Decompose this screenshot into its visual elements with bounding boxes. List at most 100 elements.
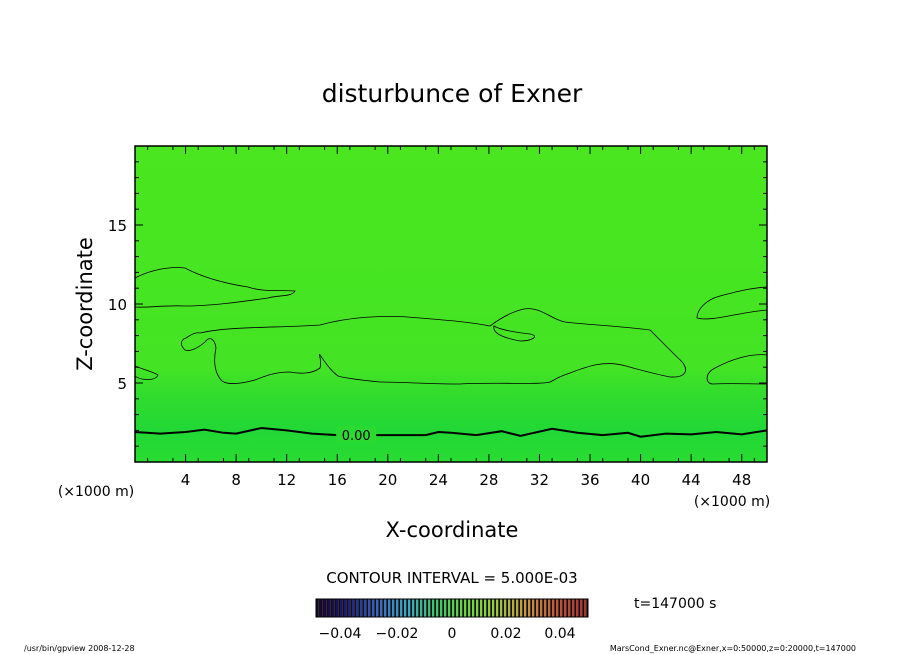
colorbar-separator xyxy=(382,599,384,617)
colorbar-cell xyxy=(548,599,551,617)
colorbar-separator xyxy=(386,599,388,617)
x-tick-label: 4 xyxy=(181,471,191,489)
colorbar-cell xyxy=(336,599,339,617)
zero-contour-line xyxy=(134,426,768,438)
colorbar-separator xyxy=(478,599,480,617)
colorbar-cell xyxy=(432,599,435,617)
time-label: t=147000 s xyxy=(634,596,716,612)
colorbar-cell xyxy=(348,599,351,617)
colorbar-cell xyxy=(372,599,375,617)
colorbar-separator xyxy=(518,599,520,617)
colorbar-cell xyxy=(568,599,571,617)
colorbar-cell xyxy=(396,599,399,617)
x-tick-label: 40 xyxy=(631,471,650,489)
colorbar-separator xyxy=(346,599,348,617)
colorbar-frame xyxy=(315,598,589,618)
colorbar-cell xyxy=(572,599,575,617)
colorbar-separator xyxy=(550,599,552,617)
colorbar-cell xyxy=(440,599,443,617)
colorbar-cell xyxy=(456,599,459,617)
x-tick-label: 16 xyxy=(328,471,347,489)
colorbar-separator xyxy=(538,599,540,617)
y-tick-label: 5 xyxy=(117,375,127,393)
x-tick-label: 8 xyxy=(231,471,241,489)
colorbar-cell xyxy=(380,599,383,617)
colorbar-cell xyxy=(460,599,463,617)
colorbar-separator xyxy=(498,599,500,617)
colorbar-cell xyxy=(428,599,431,617)
colorbar-tick-label: 0.02 xyxy=(490,626,521,642)
contour-upper-left xyxy=(134,267,296,308)
colorbar-separator xyxy=(418,599,420,617)
x-tick-label: 36 xyxy=(580,471,599,489)
colorbar-separator xyxy=(546,599,548,617)
colorbar-separator xyxy=(510,599,512,617)
x-tick-label: 20 xyxy=(378,471,397,489)
colorbar-separator xyxy=(450,599,452,617)
colorbar-cell xyxy=(356,599,359,617)
colorbar-separator xyxy=(430,599,432,617)
colorbar-cell xyxy=(400,599,403,617)
colorbar-cell xyxy=(384,599,387,617)
colorbar-separator xyxy=(446,599,448,617)
y-axis-unit: (×1000 m) xyxy=(58,484,134,500)
colorbar-cell xyxy=(332,599,335,617)
zero-contour-label: 0.00 xyxy=(342,429,371,444)
colorbar-separator xyxy=(422,599,424,617)
colorbar-separator xyxy=(470,599,472,617)
colorbar-tick-label: 0.04 xyxy=(544,626,575,642)
colorbar-separator xyxy=(570,599,572,617)
colorbar-separator xyxy=(350,599,352,617)
colorbar-cell xyxy=(528,599,531,617)
colorbar-separator xyxy=(330,599,332,617)
colorbar-separator xyxy=(554,599,556,617)
colorbar-cell xyxy=(328,599,331,617)
colorbar-separator xyxy=(374,599,376,617)
colorbar-cell xyxy=(500,599,503,617)
colorbar-cell xyxy=(544,599,547,617)
chart-title: disturbunce of Exner xyxy=(322,79,583,108)
colorbar-cell xyxy=(476,599,479,617)
colorbar-cell xyxy=(344,599,347,617)
y-axis-title: Z-coordinate xyxy=(73,237,97,371)
colorbar-cell xyxy=(584,599,587,617)
colorbar-cell xyxy=(392,599,395,617)
colorbar-cell xyxy=(540,599,543,617)
footer-right-text: MarsCond_Exner.nc@Exner,x=0:50000,z=0:20… xyxy=(610,644,856,653)
colorbar-cell xyxy=(444,599,447,617)
y-tick-label: 10 xyxy=(108,296,127,314)
colorbar-separator xyxy=(526,599,528,617)
y-tick-label: 15 xyxy=(108,217,127,235)
colorbar-separator xyxy=(362,599,364,617)
colorbar-separator xyxy=(390,599,392,617)
colorbar-cell xyxy=(464,599,467,617)
colorbar-cell xyxy=(536,599,539,617)
colorbar xyxy=(315,598,589,618)
colorbar-separator xyxy=(414,599,416,617)
colorbar-separator xyxy=(574,599,576,617)
colorbar-separator xyxy=(410,599,412,617)
colorbar-separator xyxy=(394,599,396,617)
x-tick-label: 24 xyxy=(429,471,448,489)
colorbar-separator xyxy=(562,599,564,617)
colorbar-separator xyxy=(466,599,468,617)
colorbar-separator xyxy=(514,599,516,617)
colorbar-separator xyxy=(474,599,476,617)
colorbar-separator xyxy=(530,599,532,617)
colorbar-separator xyxy=(534,599,536,617)
colorbar-separator xyxy=(334,599,336,617)
colorbar-cell xyxy=(388,599,391,617)
colorbar-cell xyxy=(492,599,495,617)
x-tick-label: 32 xyxy=(530,471,549,489)
contour-left-lower xyxy=(134,365,159,380)
colorbar-separator xyxy=(558,599,560,617)
colorbar-separator xyxy=(354,599,356,617)
colorbar-cell xyxy=(484,599,487,617)
contour-large-body xyxy=(180,308,686,385)
colorbar-cell xyxy=(408,599,411,617)
colorbar-cell xyxy=(416,599,419,617)
colorbar-separator xyxy=(318,599,320,617)
colorbar-separator xyxy=(502,599,504,617)
colorbar-cell xyxy=(516,599,519,617)
